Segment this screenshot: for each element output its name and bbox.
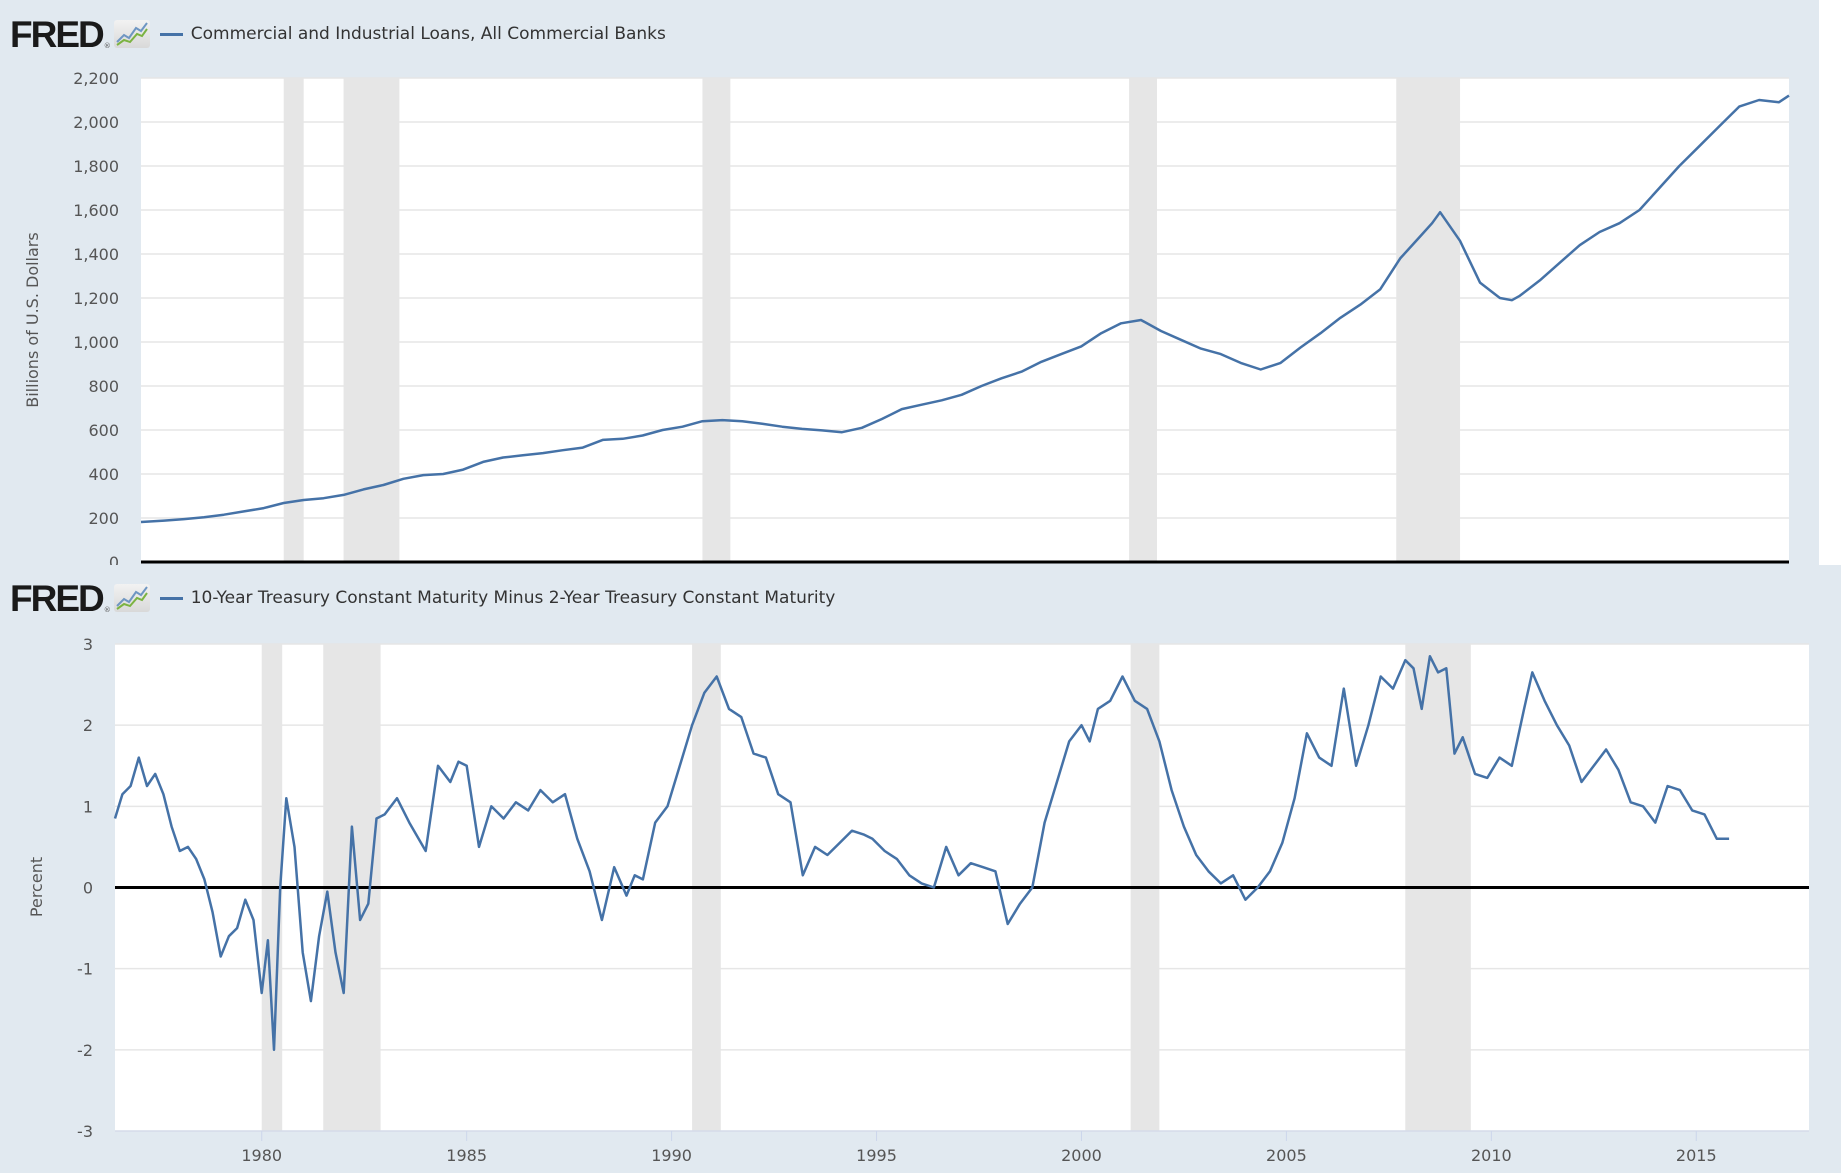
x-tick-label: 1980 (241, 1146, 282, 1165)
y-tick-label: -2 (77, 1041, 93, 1060)
y-tick-label: 0 (109, 553, 119, 565)
y-axis-title: Percent (27, 857, 46, 917)
recession-band (343, 78, 400, 562)
x-tick-label: 2010 (1471, 1146, 1512, 1165)
y-tick-label: 2,000 (73, 113, 119, 132)
x-tick-label: 1990 (651, 1146, 692, 1165)
x-axis-ticks: 1980 1985 1990 1995 2000 2005 2010 2015 (115, 1130, 1809, 1165)
recession-band (1396, 78, 1461, 562)
plot-area (141, 78, 1789, 562)
y-tick-label: 1,200 (73, 289, 119, 308)
y-tick-label: 1,000 (73, 333, 119, 352)
fred-chart-logo-icon (113, 584, 150, 612)
chart-cni-loans: 0 200 400 600 800 1,000 1,200 1,400 1,600 1,800 2,… (23, 69, 1790, 565)
x-tick-label: 2015 (1676, 1146, 1717, 1165)
fred-logo[interactable]: FRED (10, 13, 105, 55)
chart-header: FRED ® 10-Year Treasury Constant Maturit… (10, 578, 835, 618)
recession-band (702, 78, 731, 562)
fred-registered-mark: ® (103, 42, 111, 50)
x-tick-label: 1995 (856, 1146, 897, 1165)
chart-t10y2y: -3 -2 -1 0 1 2 3 1980 1985 1990 1995 2000 2005 2010 2… (27, 565, 1810, 1165)
y-tick-label: 2 (83, 716, 93, 735)
series-line[interactable] (113, 654, 1730, 1052)
y-tick-label: 1 (83, 797, 93, 816)
legend-label[interactable]: 10-Year Treasury Constant Maturity Minus… (190, 588, 836, 608)
y-tick-label: 1,600 (73, 201, 119, 220)
y-tick-label: -3 (77, 1122, 93, 1141)
fred-logo[interactable]: FRED (10, 577, 105, 619)
fred-registered-mark: ® (103, 606, 111, 614)
y-tick-label: 3 (83, 635, 93, 654)
y-tick-label: 600 (88, 421, 119, 440)
recession-band (283, 78, 304, 562)
x-tick-label: 1985 (446, 1146, 487, 1165)
chart-panel-t10y2y: FRED ® 10-Year Treasury Constant Maturit… (0, 565, 1841, 1173)
gridlines (115, 643, 1809, 1132)
y-tick-label: 2,200 (73, 69, 119, 88)
recession-bands (283, 78, 1461, 562)
y-axis-ticks: -3 -2 -1 0 1 2 3 (77, 635, 93, 1141)
x-tick-label: 2005 (1266, 1146, 1307, 1165)
series (113, 565, 1810, 1052)
y-tick-label: 0 (83, 879, 93, 898)
legend-label[interactable]: Commercial and Industrial Loans, All Com… (190, 24, 666, 44)
x-tick-label: 2000 (1061, 1146, 1102, 1165)
y-tick-label: -1 (77, 960, 93, 979)
legend-swatch (159, 596, 183, 600)
series (140, 94, 1790, 524)
series-line[interactable] (140, 94, 1790, 524)
y-tick-label: 400 (88, 465, 119, 484)
legend-swatch (159, 32, 183, 36)
y-axis-title: Billions of U.S. Dollars (23, 232, 42, 407)
y-tick-label: 200 (88, 509, 119, 528)
y-tick-label: 1,400 (73, 245, 119, 264)
chart-panel-cni-loans: FRED ® Commercial and Industrial Loans, … (0, 0, 1819, 565)
y-tick-label: 800 (88, 377, 119, 396)
y-axis-ticks: 0 200 400 600 800 1,000 1,200 1,400 1,600 1,800 2,… (73, 69, 119, 565)
chart-header: FRED ® Commercial and Industrial Loans, … (10, 14, 666, 54)
gridlines (141, 77, 1789, 564)
y-tick-label: 1,800 (73, 157, 119, 176)
fred-chart-logo-icon (113, 20, 150, 48)
